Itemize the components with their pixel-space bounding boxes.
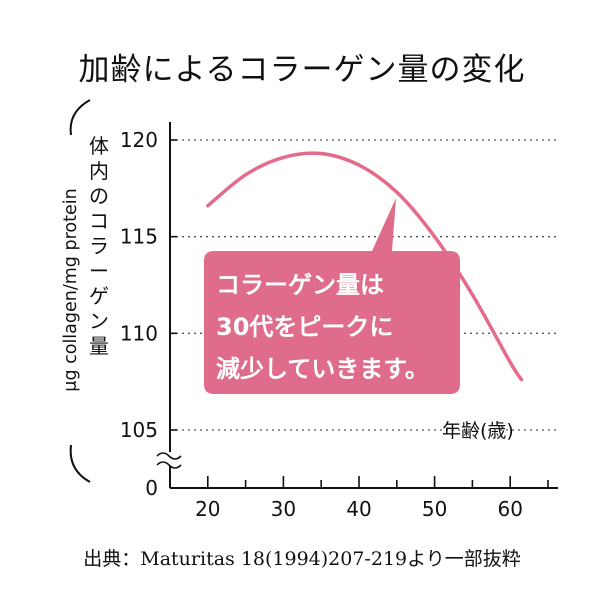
callout-line-3: 減少していきます。	[216, 355, 429, 383]
y-tick-label-zero: 0	[145, 476, 158, 500]
ylabel-char-7: ン	[89, 309, 109, 333]
y-tick-label-110: 110	[120, 321, 158, 345]
ylabel-char-5: ー	[89, 259, 109, 283]
ylabel-char-8: 量	[89, 334, 109, 358]
callout-line-2: 30代をピークに	[216, 313, 393, 341]
source-citation: 出典：Maturitas 18(1994)207-219より一部抜粋	[83, 548, 521, 570]
collagen-curve	[206, 151, 524, 382]
ylabel-paren-bottom	[69, 444, 91, 483]
ylabel-char-4: ラ	[89, 234, 109, 258]
x-tick-label-30: 30	[271, 497, 296, 521]
chart-title: 加齢によるコラーゲン量の変化	[78, 52, 526, 88]
ylabel-paren-top	[69, 99, 91, 136]
ylabel-unit: μg collagen/mg protein	[61, 188, 81, 391]
x-tick-label-60: 60	[497, 497, 522, 521]
ylabel-char-6: ゲ	[89, 284, 109, 308]
y-tick-label-105: 105	[120, 418, 158, 442]
x-tick-label-50: 50	[422, 497, 447, 521]
y-tick-label-115: 115	[120, 225, 158, 249]
x-tick-label-40: 40	[346, 497, 371, 521]
x-tick-label-20: 20	[195, 497, 220, 521]
ylabel-char-0: 体	[89, 134, 109, 158]
x-axis-title: 年齢(歳)	[442, 420, 514, 442]
ylabel-char-1: 内	[89, 159, 109, 183]
axis-break-mark	[156, 452, 182, 469]
ylabel-char-3: コ	[89, 209, 109, 233]
y-tick-label-120: 120	[120, 128, 158, 152]
ylabel-char-2: の	[89, 184, 109, 208]
callout-bubble	[204, 198, 460, 394]
callout-line-1: コラーゲン量は	[216, 271, 384, 299]
